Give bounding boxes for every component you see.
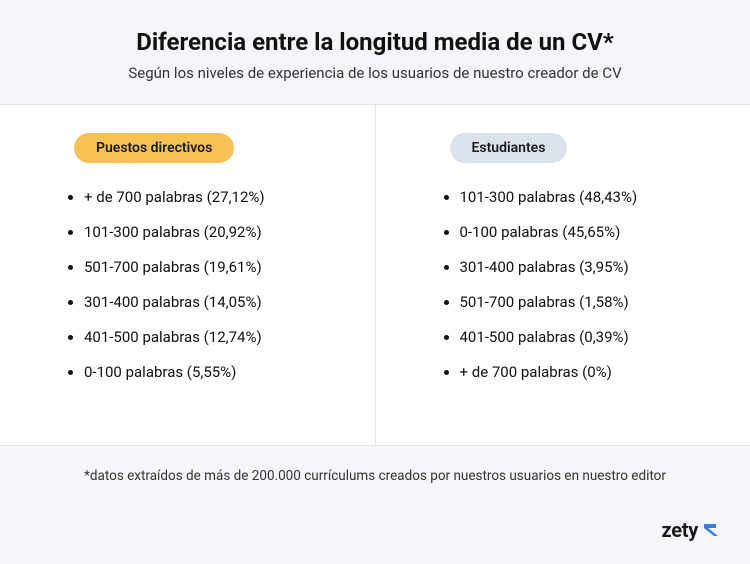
list-item: 401-500 palabras (0,39%) (460, 327, 711, 348)
list-item: 301-400 palabras (14,05%) (84, 292, 335, 313)
columns-panel: Puestos directivos + de 700 palabras (27… (0, 105, 750, 445)
footnote: *datos extraídos de más de 200.000 currí… (0, 446, 750, 484)
list-item: 101-300 palabras (20,92%) (84, 222, 335, 243)
brand-mark-icon (702, 521, 720, 539)
page-title: Diferencia entre la longitud media de un… (40, 28, 710, 56)
pill-estudiantes: Estudiantes (450, 133, 568, 163)
list-estudiantes: 101-300 palabras (48,43%) 0-100 palabras… (432, 187, 711, 383)
list-item: 401-500 palabras (12,74%) (84, 327, 335, 348)
brand-name: zety (662, 518, 698, 542)
list-item: 101-300 palabras (48,43%) (460, 187, 711, 208)
infographic-card: Diferencia entre la longitud media de un… (0, 0, 750, 564)
list-item: + de 700 palabras (0%) (460, 362, 711, 383)
brand-logo: zety (662, 518, 720, 542)
pill-directivos: Puestos directivos (74, 133, 234, 163)
list-item: 0-100 palabras (5,55%) (84, 362, 335, 383)
page-subtitle: Según los niveles de experiencia de los … (40, 64, 710, 82)
list-item: 0-100 palabras (45,65%) (460, 222, 711, 243)
column-right: Estudiantes 101-300 palabras (48,43%) 0-… (376, 105, 750, 445)
header: Diferencia entre la longitud media de un… (0, 28, 750, 104)
list-item: 301-400 palabras (3,95%) (460, 257, 711, 278)
column-left: Puestos directivos + de 700 palabras (27… (0, 105, 376, 445)
list-item: 501-700 palabras (19,61%) (84, 257, 335, 278)
list-directivos: + de 700 palabras (27,12%) 101-300 palab… (56, 187, 335, 383)
list-item: 501-700 palabras (1,58%) (460, 292, 711, 313)
list-item: + de 700 palabras (27,12%) (84, 187, 335, 208)
